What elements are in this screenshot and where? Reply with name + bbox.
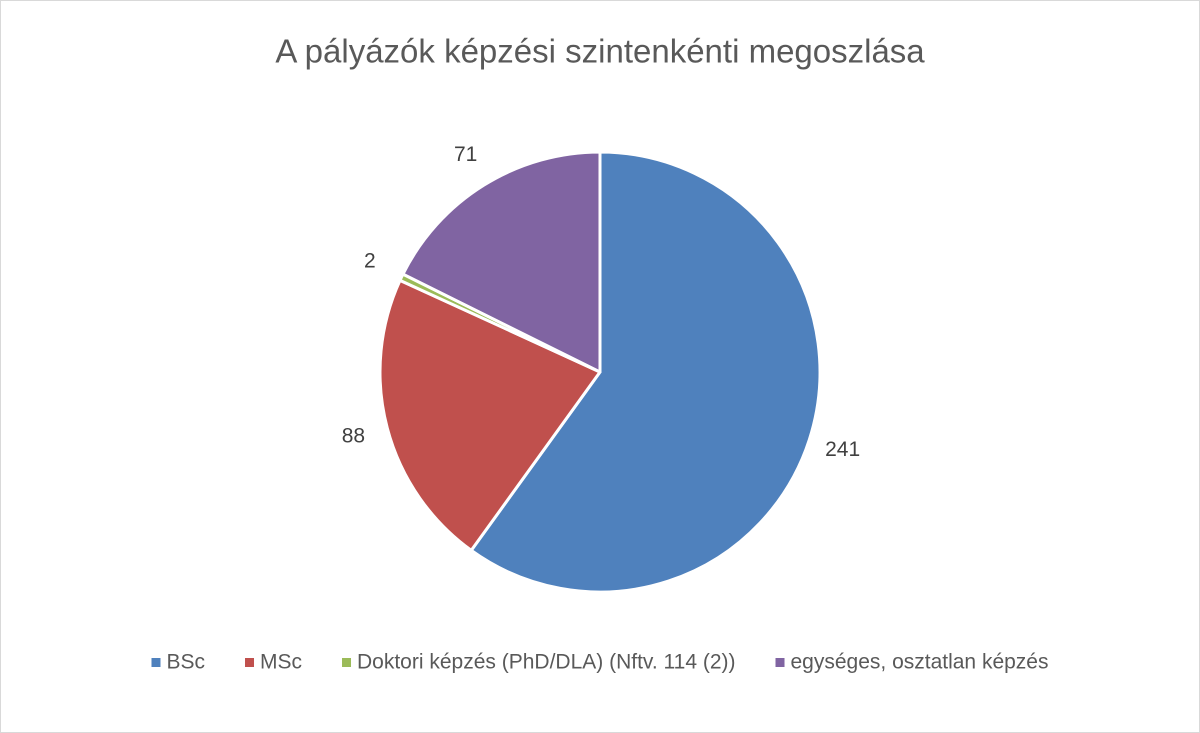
legend-label: BSc: [166, 651, 205, 674]
data-label: 2: [364, 250, 376, 273]
pie-slice: [469, 150, 822, 594]
data-label: 241: [825, 438, 860, 461]
legend-label: Doktori képzés (PhD/DLA) (Nftv. 114 (2)): [357, 651, 736, 674]
legend-label: MSc: [260, 651, 302, 674]
legend-swatch: [151, 658, 161, 667]
data-label: 71: [454, 143, 477, 166]
legend-swatch: [245, 658, 255, 667]
legend-swatch: [342, 658, 352, 667]
legend-label: egységes, osztatlan képzés: [791, 651, 1049, 674]
data-label: 88: [342, 425, 365, 448]
pie-slice: [401, 150, 602, 374]
chart-title: A pályázók képzési szintenkénti megoszlá…: [275, 33, 925, 70]
legend-swatch: [775, 658, 785, 667]
